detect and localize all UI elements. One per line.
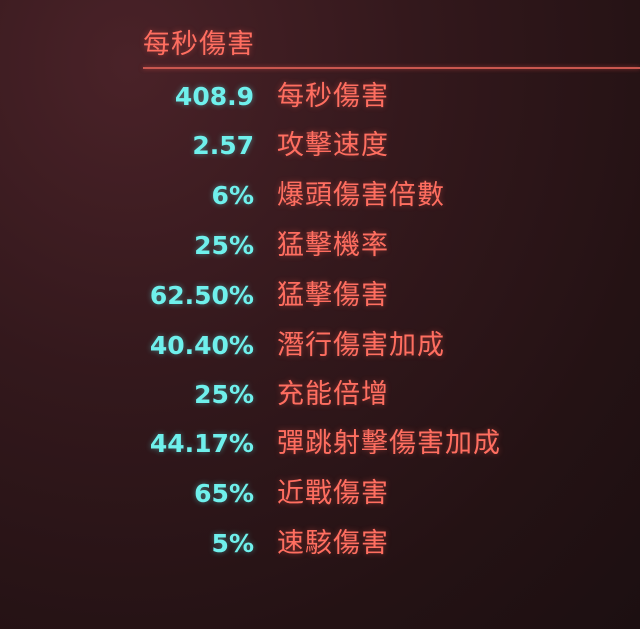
stat-value: 62.50% [149,281,254,310]
stat-row: 62.50% 猛擊傷害 [0,276,640,316]
stat-value: 40.40% [149,331,254,360]
stat-row: 5% 速駭傷害 [0,524,640,564]
stat-label: 潛行傷害加成 [277,330,445,361]
stat-label: 速駭傷害 [277,528,389,559]
stat-value: 6% [211,181,254,210]
stat-row: 65% 近戰傷害 [0,474,640,514]
stat-label: 近戰傷害 [277,478,389,509]
stat-row: 25% 猛擊機率 [0,226,640,266]
stat-row: 40.40% 潛行傷害加成 [0,326,640,366]
stat-label: 充能倍增 [277,379,389,410]
stat-value: 25% [194,380,254,409]
stat-value: 44.17% [149,429,254,458]
stat-value: 2.57 [192,131,254,160]
stat-label: 爆頭傷害倍數 [277,180,445,211]
stat-label: 彈跳射擊傷害加成 [277,428,501,459]
stat-value: 408.9 [174,82,254,111]
section-title: 每秒傷害 [143,29,255,60]
stat-label: 猛擊機率 [277,230,389,261]
stat-row: 25% 充能倍增 [0,375,640,415]
stat-value: 65% [194,479,254,508]
stat-row: 44.17% 彈跳射擊傷害加成 [0,424,640,464]
stat-row: 2.57 攻擊速度 [0,126,640,166]
stat-label: 每秒傷害 [277,81,389,112]
stat-label: 攻擊速度 [277,130,389,161]
section-divider [143,67,640,69]
stat-row: 408.9 每秒傷害 [0,77,640,117]
stat-value: 25% [194,231,254,260]
stat-value: 5% [211,529,254,558]
stat-row: 6% 爆頭傷害倍數 [0,176,640,216]
stat-label: 猛擊傷害 [277,280,389,311]
